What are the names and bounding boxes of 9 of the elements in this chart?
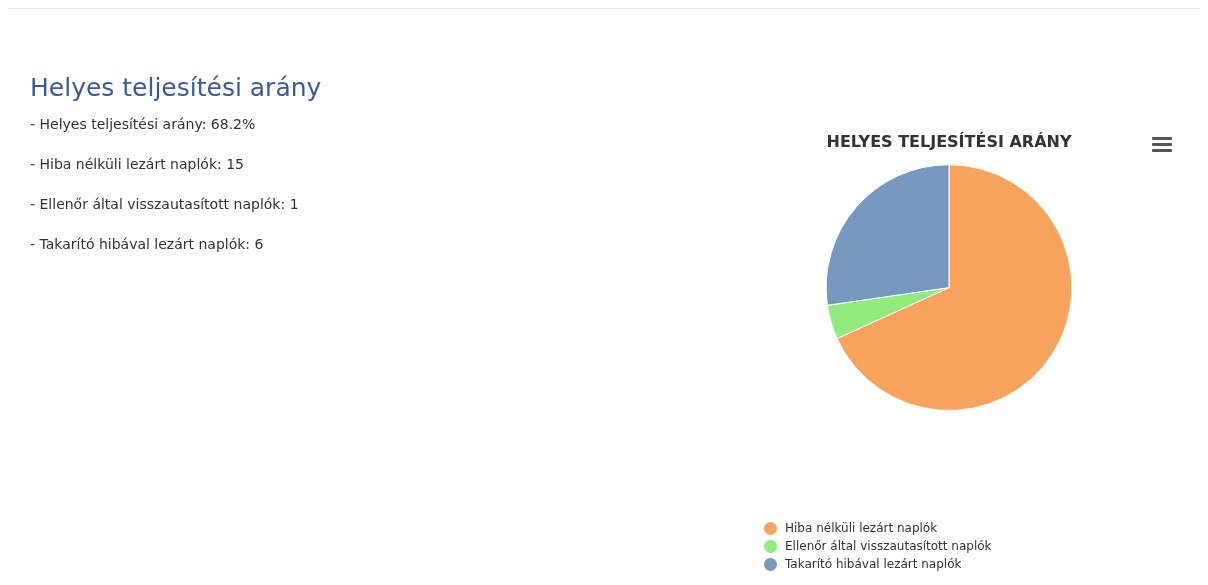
- legend-label: Takarító hibával lezárt naplók: [785, 557, 962, 571]
- text: - Ellenőr által visszautasított naplók: 1: [30, 196, 300, 214]
- chart-title: HELYES TELJESÍTÉSI ARÁNY: [826, 131, 1072, 151]
- legend-label: Hiba nélküli lezárt naplók: [785, 521, 938, 535]
- text: - Takarító hibával lezárt naplók: 6: [30, 236, 265, 254]
- text: - Helyes teljesítési arány: 68.2%: [30, 116, 257, 134]
- text: - Hiba nélküli lezárt naplók: 15: [30, 156, 245, 174]
- text: Helyes teljesítési arány: [30, 73, 323, 102]
- legend-label: Ellenőr által visszautasított naplók: [785, 539, 992, 553]
